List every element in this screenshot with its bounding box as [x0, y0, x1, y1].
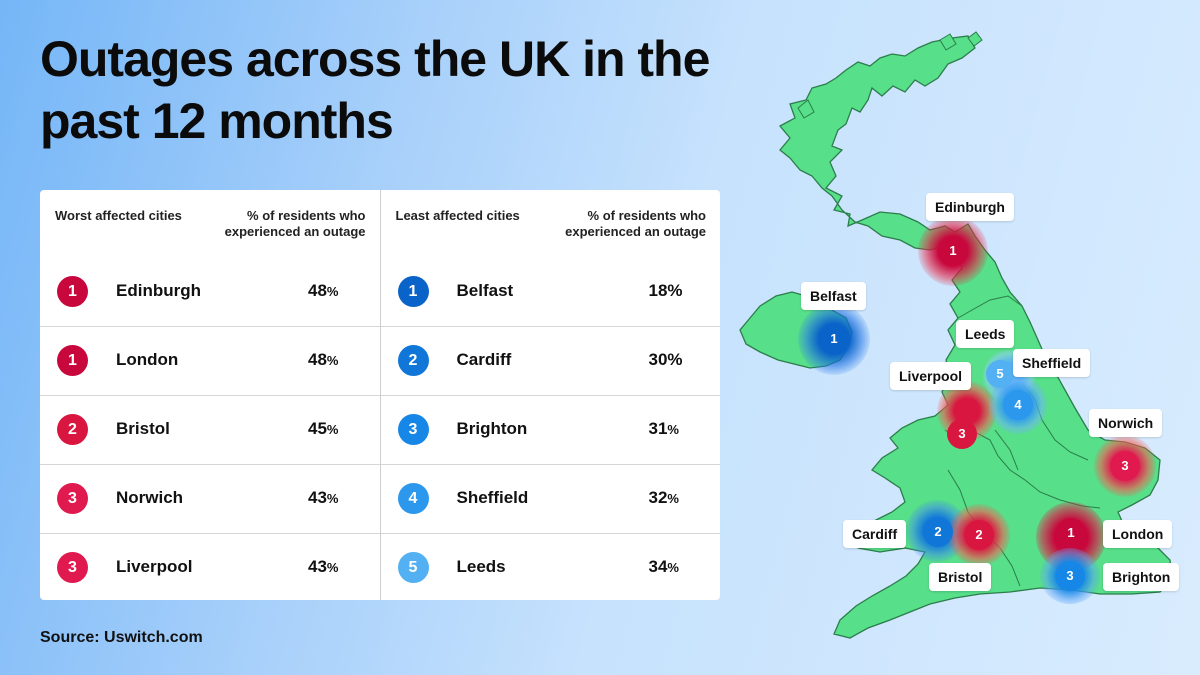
- rank-badge: 3: [57, 483, 88, 514]
- leeds-marker: 5: [986, 360, 1014, 388]
- edinburgh-marker: 1: [938, 236, 968, 266]
- outage-percent: 30%: [648, 350, 683, 369]
- table-row: 2 Cardiff 30%: [380, 326, 720, 395]
- worst-header-pct: % of residents who experienced an outage: [224, 208, 366, 239]
- table-row: 1 London 48%: [40, 326, 380, 395]
- london-label: London: [1103, 520, 1173, 548]
- rank-badge: 5: [397, 552, 429, 583]
- sheffield-marker: 4: [1003, 390, 1033, 420]
- city-name: Liverpool: [116, 557, 193, 576]
- table-row: 2 Bristol 45%: [40, 395, 380, 464]
- worst-affected-table: Worst affected cities % of residents who…: [40, 190, 380, 600]
- least-table-header: Least affected cities % of residents who…: [381, 190, 721, 258]
- least-header-city: Least affected cities: [395, 208, 520, 223]
- table-row: 3 Liverpool 43%: [40, 533, 380, 600]
- outage-percent: 48%: [308, 281, 339, 300]
- city-name: Norwich: [116, 488, 184, 507]
- city-name: Bristol: [116, 419, 170, 438]
- liverpool-marker: 3: [947, 419, 977, 449]
- city-name: Edinburgh: [116, 281, 201, 300]
- cardiff-label: Cardiff: [843, 520, 907, 548]
- city-name: Leeds: [456, 557, 506, 576]
- table-row: 1 Edinburgh 48%: [40, 258, 380, 326]
- rank-badge: 1: [397, 276, 429, 307]
- table-row: 1 Belfast 18%: [381, 258, 721, 326]
- brighton-label: Brighton: [1103, 563, 1180, 591]
- uk-map: 1 1 5 4 3 3 2 2 1 3 Edinburgh Belfast Le…: [730, 20, 1200, 660]
- rank-badge: 1: [57, 276, 88, 307]
- rank-badge: 2: [57, 414, 88, 445]
- city-name: London: [116, 350, 179, 369]
- leeds-label: Leeds: [956, 320, 1015, 348]
- table-row: 3 Brighton 31%: [380, 395, 720, 464]
- norwich-label: Norwich: [1089, 409, 1163, 437]
- outage-percent: 32%: [648, 488, 679, 507]
- belfast-label: Belfast: [801, 282, 866, 310]
- table-row: 5 Leeds 34%: [380, 533, 720, 600]
- table-row: 4 Sheffield 32%: [380, 464, 720, 533]
- london-marker: 1: [1056, 518, 1086, 548]
- bristol-label: Bristol: [929, 563, 992, 591]
- city-name: Cardiff: [456, 350, 512, 369]
- rankings-table: Worst affected cities % of residents who…: [40, 190, 720, 600]
- table-row: 3 Norwich 43%: [40, 464, 380, 533]
- least-header-pct: % of residents who experienced an outage: [565, 208, 706, 239]
- bristol-marker: 2: [964, 520, 994, 550]
- outage-percent: 43%: [308, 488, 339, 507]
- city-name: Sheffield: [456, 488, 529, 507]
- city-name: Belfast: [456, 281, 514, 300]
- rank-badge: 1: [57, 345, 88, 376]
- belfast-marker: 1: [819, 324, 849, 354]
- edinburgh-label: Edinburgh: [926, 193, 1014, 221]
- least-affected-table: Least affected cities % of residents who…: [379, 190, 721, 600]
- brighton-marker: 3: [1055, 561, 1085, 591]
- outage-percent: 48%: [308, 350, 339, 369]
- page-title: Outages across the UK in the past 12 mon…: [40, 31, 710, 149]
- outage-percent: 43%: [308, 557, 339, 576]
- rank-badge: 3: [397, 414, 429, 445]
- worst-table-header: Worst affected cities % of residents who…: [40, 190, 380, 258]
- cardiff-marker: 2: [923, 517, 953, 547]
- liverpool-label: Liverpool: [890, 362, 972, 390]
- outage-percent: 31%: [648, 419, 679, 438]
- outage-percent: 18%: [648, 281, 683, 300]
- rank-badge: 2: [397, 345, 429, 376]
- sheffield-label: Sheffield: [1013, 349, 1091, 377]
- source-credit: Source: Uswitch.com: [40, 629, 203, 646]
- city-name: Brighton: [456, 419, 528, 438]
- outage-percent: 45%: [308, 419, 339, 438]
- rank-badge: 4: [397, 483, 429, 514]
- rank-badge: 3: [57, 552, 88, 583]
- worst-header-city: Worst affected cities: [55, 208, 182, 223]
- norwich-marker: 3: [1110, 451, 1140, 481]
- outage-percent: 34%: [648, 557, 679, 576]
